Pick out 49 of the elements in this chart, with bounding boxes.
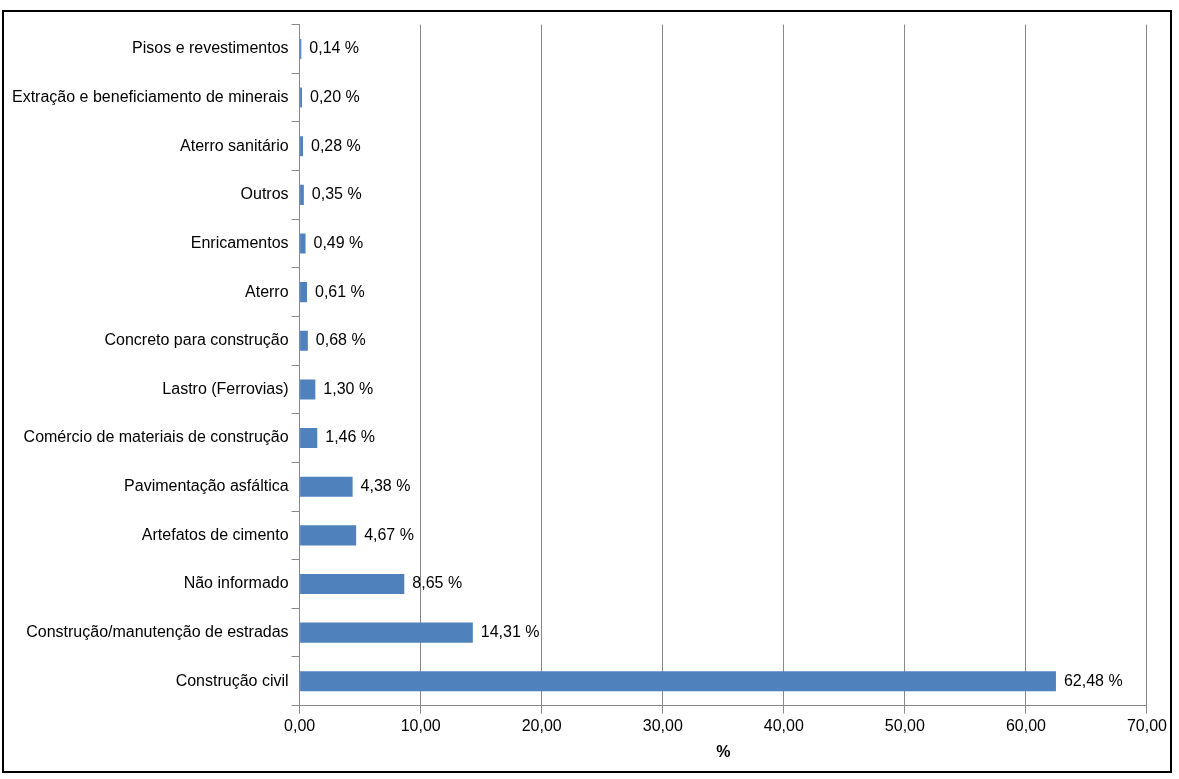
y-tick-label: Pavimentação asfáltica [124, 477, 289, 495]
data-label: 0,61 % [314, 282, 365, 300]
data-label: 1,46 % [325, 428, 376, 446]
data-label: 0,14 % [309, 39, 360, 57]
data-label: 0,20 % [310, 87, 360, 105]
data-label: 0,35 % [311, 185, 362, 203]
bar [300, 330, 308, 351]
bar [300, 233, 306, 254]
x-tick-label: 40,00 [763, 716, 804, 734]
y-tick-label: Lastro (Ferrovias) [162, 379, 289, 397]
data-label: 1,30 % [323, 379, 374, 397]
bar [300, 282, 307, 303]
x-tick-label: 0,00 [284, 716, 316, 734]
x-tick-label: 10,00 [400, 716, 441, 734]
x-tick-label: 30,00 [642, 716, 683, 734]
bar [300, 476, 353, 497]
data-label: 0,49 % [313, 233, 364, 251]
data-label: 0,68 % [315, 331, 366, 349]
bar [300, 573, 405, 595]
x-tick-label: 70,00 [1126, 716, 1168, 734]
y-tick-label: Aterro sanitário [180, 136, 289, 154]
x-axis-title: % [716, 742, 731, 760]
bar [300, 184, 304, 205]
bar [300, 622, 473, 643]
data-label: 4,38 % [360, 477, 411, 495]
y-tick-label: Enricamentos [190, 233, 289, 251]
x-tick-label: 50,00 [884, 716, 925, 734]
y-tick-label: Construção civil [175, 671, 289, 689]
y-tick-label: Outros [240, 185, 289, 203]
x-tick-label: 60,00 [1005, 716, 1047, 734]
bar [300, 525, 357, 546]
y-tick-label: Pisos e revestimentos [132, 39, 289, 57]
bar [300, 379, 316, 400]
data-label: 4,67 % [364, 525, 414, 543]
data-label: 8,65 % [412, 574, 463, 592]
y-tick-label: Artefatos de cimento [141, 525, 289, 543]
bar [300, 136, 303, 157]
bar [300, 671, 1056, 692]
x-tick-label: 20,00 [521, 716, 562, 734]
y-tick-label: Comércio de materiais de construção [23, 428, 289, 446]
y-tick-label: Não informado [183, 574, 289, 592]
y-tick-label: Concreto para construção [104, 331, 289, 349]
data-label: 62,48 % [1063, 671, 1123, 689]
data-label: 14,31 % [480, 623, 540, 641]
y-tick-label: Aterro [245, 282, 289, 300]
y-tick-label: Extração e beneficiamento de minerais [12, 87, 289, 105]
data-label: 0,28 % [310, 136, 361, 154]
bar [300, 428, 318, 449]
y-tick-label: Construção/manutenção de estradas [26, 623, 289, 641]
